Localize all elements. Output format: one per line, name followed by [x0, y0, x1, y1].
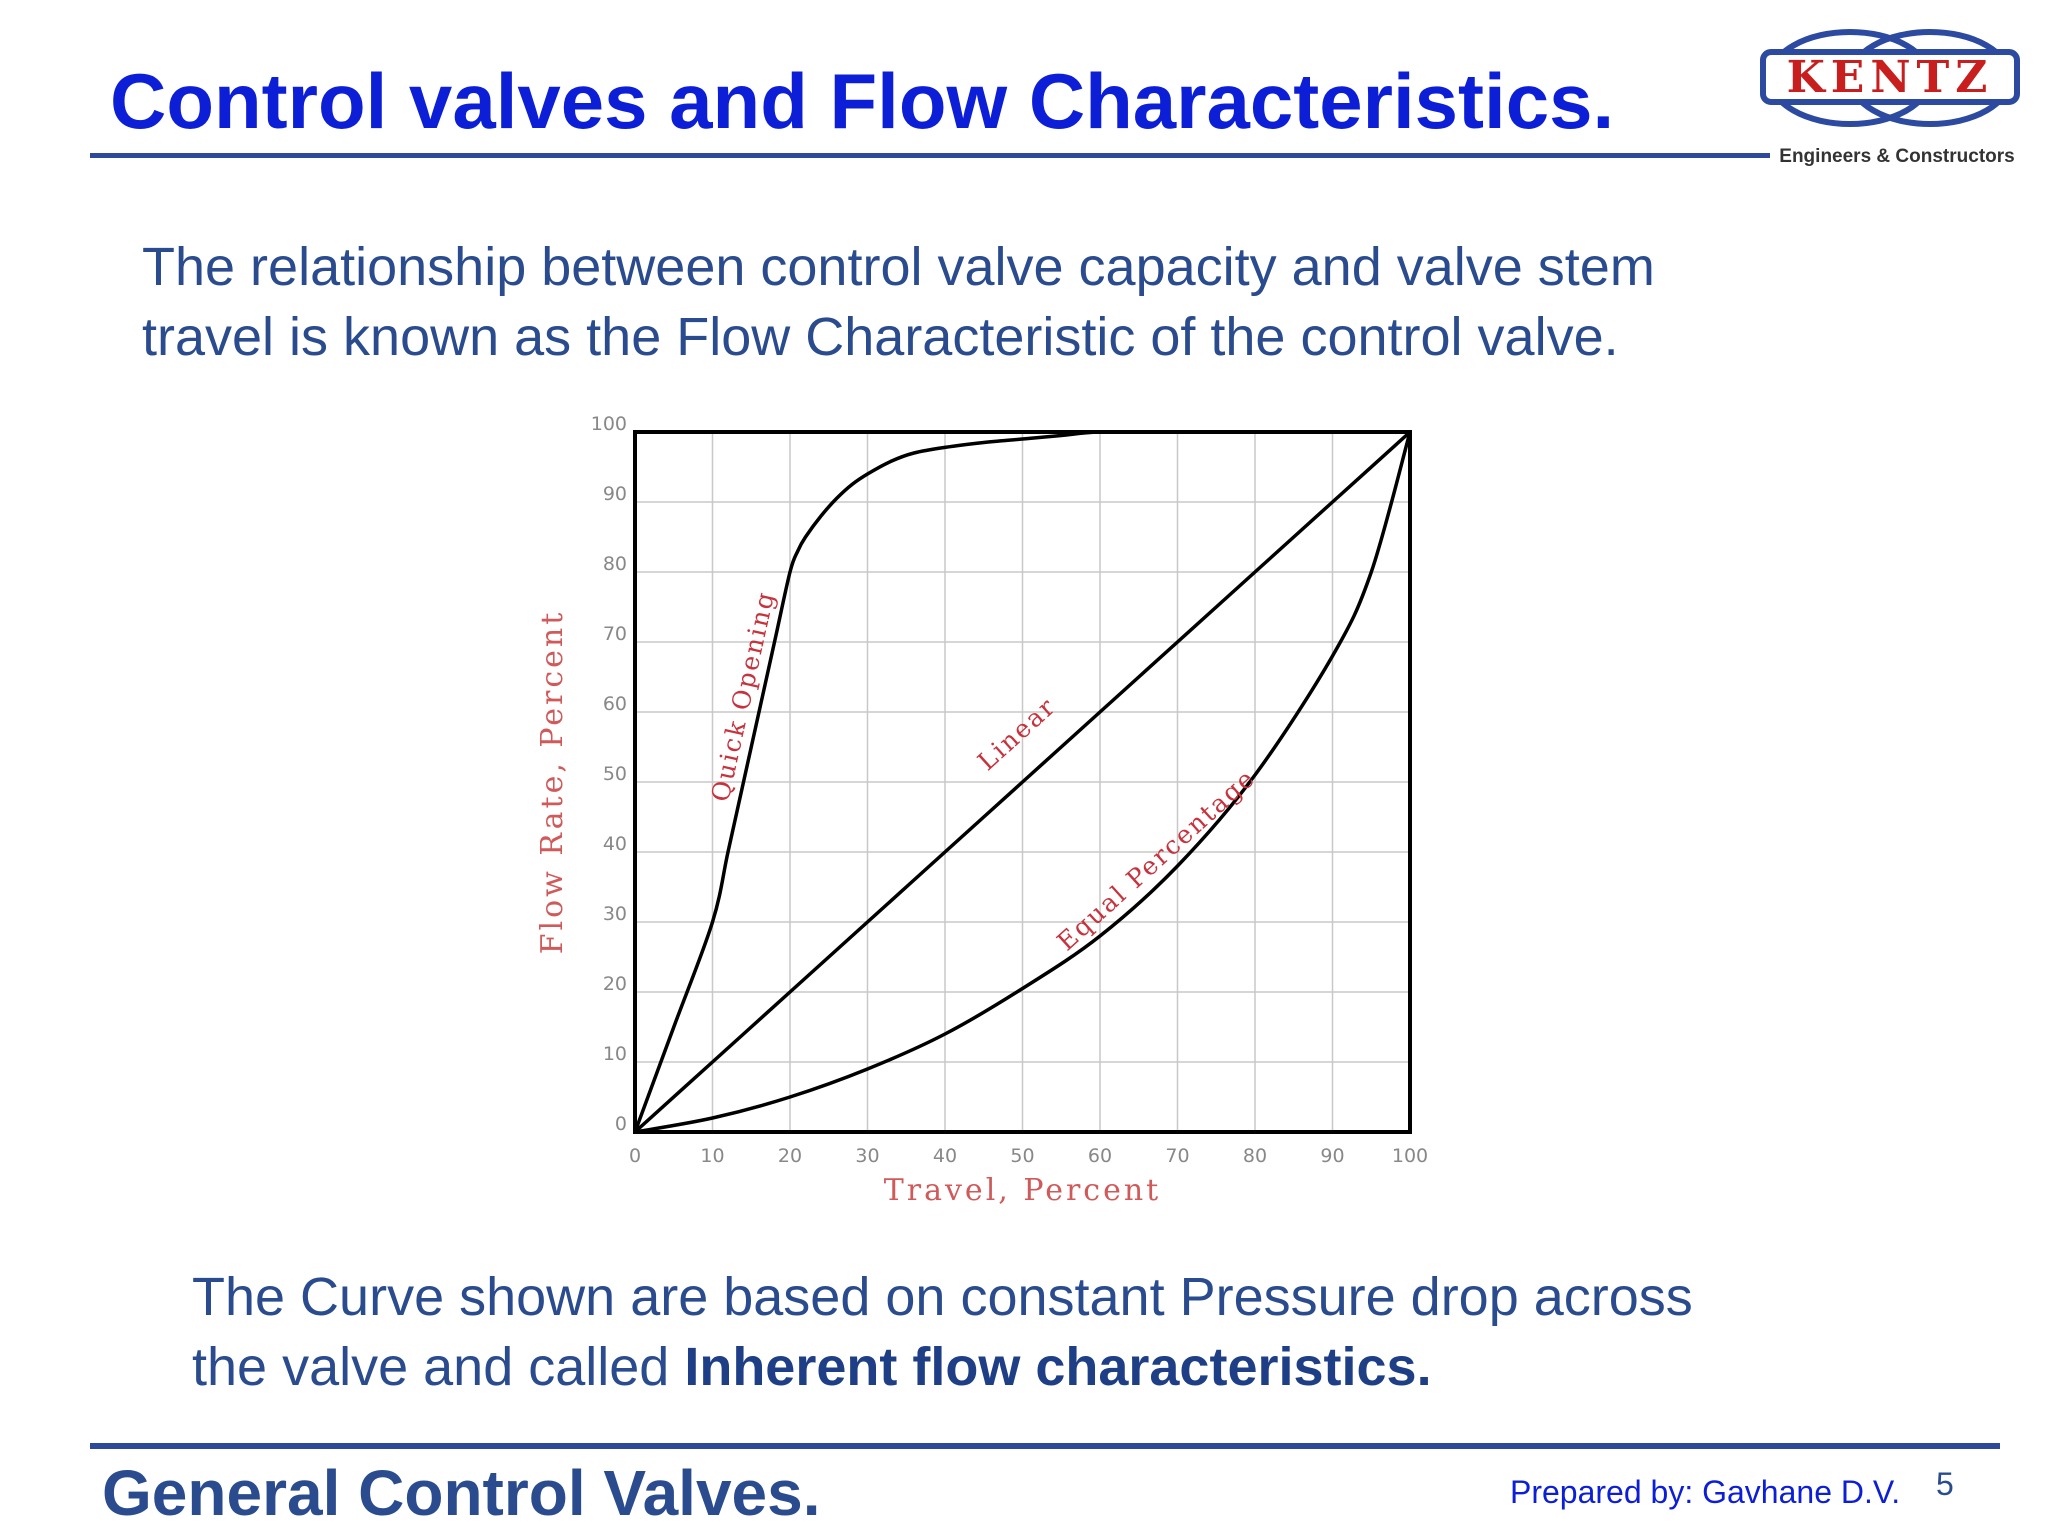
y-axis-label: Flow Rate, Percent	[535, 610, 570, 955]
y-tick-label: 10	[603, 1043, 627, 1065]
logo-wordmark: KENTZ	[1787, 52, 1994, 103]
footer-title: General Control Valves.	[102, 1457, 821, 1529]
footer-rule	[90, 1443, 2000, 1449]
y-tick-label: 90	[603, 483, 627, 505]
note-emphasis: Inherent flow characteristics.	[684, 1337, 1432, 1397]
y-tick-label: 0	[615, 1113, 627, 1135]
x-tick-label: 60	[1088, 1145, 1112, 1167]
x-tick-label: 100	[1392, 1145, 1428, 1167]
y-tick-label: 100	[591, 413, 627, 435]
intro-paragraph: The relationship between control valve c…	[142, 232, 1842, 372]
x-tick-label: 20	[778, 1145, 802, 1167]
title-underline	[90, 153, 1770, 158]
series-line-equal-percentage	[634, 431, 1412, 1134]
logo-tagline: Engineers & Constructors	[1779, 146, 2014, 166]
y-tick-label: 40	[603, 833, 627, 855]
x-tick-label: 50	[1010, 1145, 1034, 1167]
series-label-quick-opening: Quick Opening	[706, 588, 781, 804]
chart-curves	[633, 429, 1412, 1134]
x-tick-label: 80	[1243, 1145, 1267, 1167]
note-line-1: The Curve shown are based on constant Pr…	[192, 1267, 1693, 1327]
x-tick-label: 10	[700, 1145, 724, 1167]
x-tick-label: 0	[629, 1145, 641, 1167]
chart-ticks: 0 10 20 30 40 50 60 70 80 90 100 0 10 20 30 40 50 60 70 80 9…	[591, 413, 1428, 1167]
x-tick-label: 70	[1165, 1145, 1189, 1167]
series-label-linear: Linear	[972, 691, 1061, 776]
chart-frame	[633, 430, 1412, 1134]
slide-title: Control valves and Flow Characteristics.	[110, 57, 1615, 145]
series-line-quick-opening	[633, 429, 1410, 1133]
note-line-2: the valve and called Inherent flow chara…	[192, 1332, 1892, 1402]
x-tick-label: 40	[933, 1145, 957, 1167]
intro-line-1: The relationship between control valve c…	[142, 237, 1655, 297]
y-tick-label: 70	[603, 623, 627, 645]
x-tick-label: 30	[855, 1145, 879, 1167]
x-axis-label: Travel, Percent	[884, 1173, 1161, 1208]
page-number: 5	[1936, 1466, 1954, 1502]
note-line-2-text: the valve and called	[192, 1337, 685, 1397]
prepared-by: Prepared by: Gavhane D.V.	[1510, 1474, 1901, 1510]
y-tick-label: 20	[603, 973, 627, 995]
series-label-equal-percentage: Equal Percentage	[1051, 763, 1261, 956]
x-tick-label: 90	[1320, 1145, 1344, 1167]
y-tick-label: 30	[603, 903, 627, 925]
y-tick-label: 60	[603, 693, 627, 715]
flow-characteristic-chart: 0 10 20 30 40 50 60 70 80 90 100 0 10 20 30 40 50 60 70 80 9…	[535, 413, 1428, 1208]
y-tick-label: 80	[603, 553, 627, 575]
note-paragraph: The Curve shown are based on constant Pr…	[192, 1262, 1892, 1402]
kentz-logo: KENTZ Engineers & Constructors	[1760, 29, 2020, 166]
intro-line-2: travel is known as the Flow Characterist…	[142, 307, 1619, 367]
y-tick-label: 50	[603, 763, 627, 785]
series-line-linear	[633, 430, 1412, 1134]
